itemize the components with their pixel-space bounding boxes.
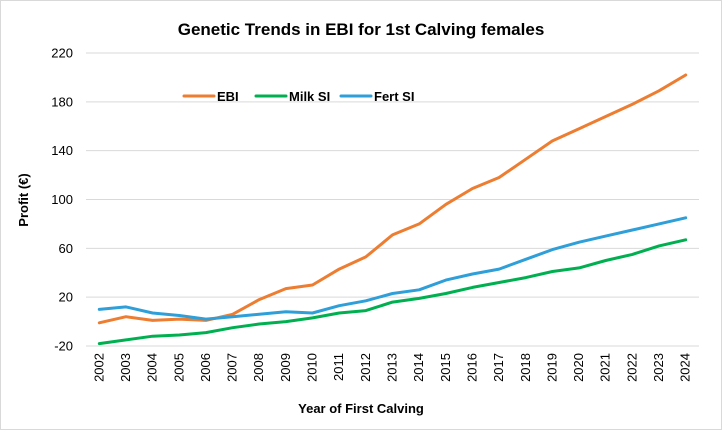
y-tick-label: 60 xyxy=(59,241,73,256)
x-tick-label: 2023 xyxy=(651,353,666,382)
y-tick-label: 140 xyxy=(51,143,73,158)
x-tick-label: 2004 xyxy=(145,353,160,382)
x-tick-label: 2008 xyxy=(251,353,266,382)
x-tick-label: 2002 xyxy=(91,353,106,382)
x-tick-label: 2017 xyxy=(491,353,506,382)
series-line-milk-si xyxy=(97,238,688,346)
x-tick-label: 2018 xyxy=(518,353,533,382)
x-axis-ticks: 2002 2003 2004 2005 2006 2007 2008 2009 2010 2011… xyxy=(91,353,692,382)
x-tick-label: 2005 xyxy=(171,353,186,382)
legend-label: EBI xyxy=(217,89,239,104)
x-tick-label: 2022 xyxy=(624,353,639,382)
series-line-fert-si xyxy=(97,216,688,321)
y-axis-ticks: -20 20 60 100 140 180 220 xyxy=(51,46,73,354)
x-tick-label: 2015 xyxy=(438,353,453,382)
y-tick-label: 20 xyxy=(59,290,73,305)
y-axis-title: Profit (€) xyxy=(16,173,31,226)
x-tick-label: 2012 xyxy=(358,353,373,382)
x-tick-label: 2006 xyxy=(198,353,213,382)
gridlines xyxy=(86,52,699,347)
x-tick-label: 2010 xyxy=(305,353,320,382)
chart-title: Genetic Trends in EBI for 1st Calving fe… xyxy=(178,20,545,39)
x-tick-label: 2007 xyxy=(225,353,240,382)
series-lines xyxy=(97,73,688,346)
x-tick-label: 2011 xyxy=(331,353,346,381)
y-tick-label: 100 xyxy=(51,192,73,207)
legend: EBI Milk SI Fert SI xyxy=(182,89,414,104)
y-tick-label: 180 xyxy=(51,94,73,109)
x-tick-label: 2021 xyxy=(598,353,613,382)
x-tick-label: 2003 xyxy=(118,353,133,382)
y-tick-label: 220 xyxy=(51,46,73,61)
legend-label: Milk SI xyxy=(289,89,330,104)
x-axis-title: Year of First Calving xyxy=(298,401,424,416)
x-tick-label: 2014 xyxy=(411,353,426,382)
x-tick-label: 2019 xyxy=(544,353,559,382)
y-tick-label: -20 xyxy=(54,339,73,354)
x-tick-label: 2020 xyxy=(571,353,586,382)
x-tick-label: 2013 xyxy=(385,353,400,382)
x-tick-label: 2009 xyxy=(278,353,293,382)
x-tick-label: 2016 xyxy=(464,353,479,382)
x-tick-label: 2024 xyxy=(678,353,693,382)
series-line-ebi xyxy=(97,73,688,325)
legend-label: Fert SI xyxy=(374,89,414,104)
